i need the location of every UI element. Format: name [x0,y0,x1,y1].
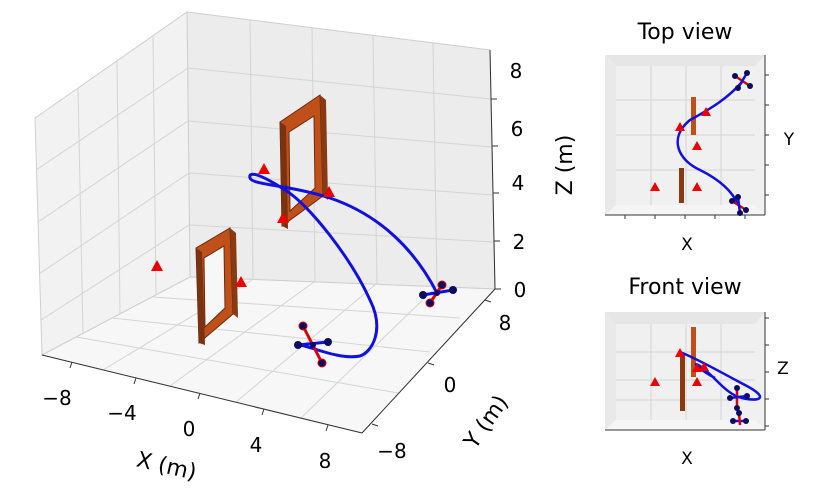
z-tick-label: 6 [511,117,524,141]
y-tick-marks [371,299,492,427]
obstacle-marker [151,260,163,271]
gate-2-top [691,97,696,135]
top-view-title: Top view [637,20,733,45]
z-tick-label: 0 [514,278,527,302]
drone-top-1 [732,70,753,91]
main-3d-plot: −8 −4 0 4 8 X (m) −8 0 8 Y (m) 0 2 4 6 8… [34,11,578,486]
x-tick-label: 8 [319,449,332,473]
obstacle-marker [323,186,335,197]
y-tick-label: 0 [444,373,457,397]
z-tick-label: 2 [513,230,526,254]
y-axis-label: Y (m) [459,391,514,455]
x-tick-label: −8 [42,386,71,410]
drone-1 [294,321,332,368]
front-view-plot: Front view X Z [605,275,789,469]
top-view-x-label: X [681,235,693,255]
y-tick-label: −8 [377,439,406,463]
z-axis-label: Z (m) [553,135,578,196]
gate-2-front [691,327,696,377]
gate-1-top [679,168,684,203]
obstacle-marker [277,212,289,223]
x-tick-label: −4 [107,401,136,425]
x-tick-label: 4 [250,433,263,457]
gate-1 [195,227,238,345]
x-tick-marks [69,361,329,432]
drone-top-2 [729,194,749,216]
top-view-trajectory [676,81,743,206]
obstacles [151,163,335,287]
obstacle-marker [235,276,247,287]
z-axis-line [489,49,496,290]
y-tick-label: 8 [499,311,512,335]
front-view-title: Front view [628,275,741,300]
y-axis-line [361,288,496,434]
z-tick-marks [491,98,501,290]
top-view-plot: Top view X Y [605,20,795,255]
trajectory-line [248,172,439,359]
z-tick-label: 4 [512,171,525,195]
x-axis-line [41,354,363,434]
top-view-y-label: Y [783,130,795,150]
front-view-x-label: X [681,449,693,469]
gate-1-front [680,355,685,411]
drone-front-1 [727,385,750,411]
front-view-z-label: Z [777,359,789,379]
z-tick-label: 8 [510,59,523,83]
obstacle-marker [258,163,270,174]
drone-front-2 [730,410,749,426]
front-view-trajectory [679,350,762,401]
drone-2 [419,280,457,308]
x-tick-label: 0 [183,417,196,441]
x-axis-label: X (m) [134,448,199,486]
